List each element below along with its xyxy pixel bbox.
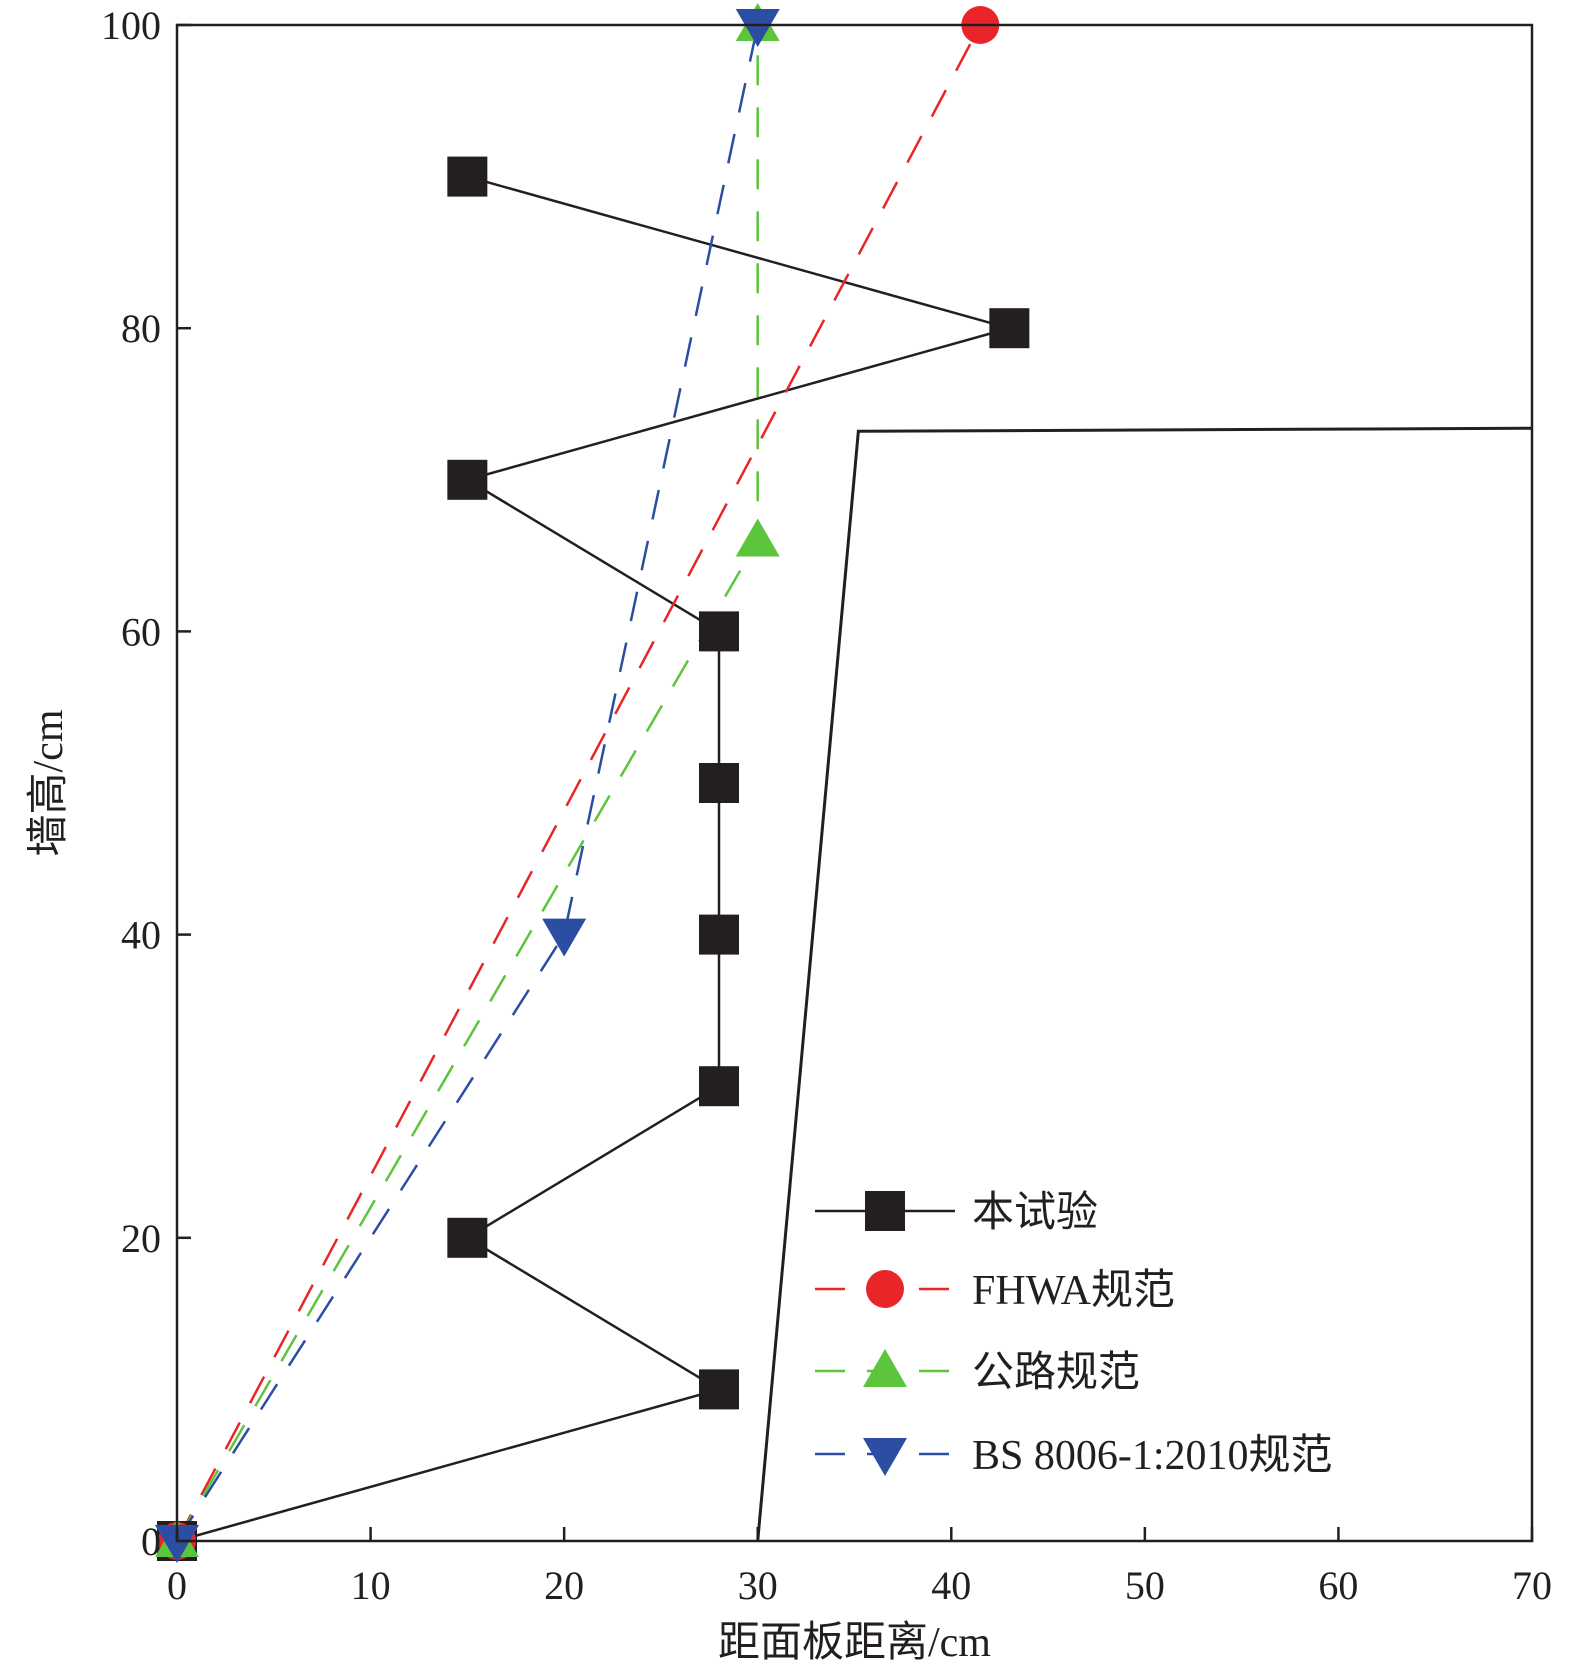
series-1-point <box>699 914 739 955</box>
y-tick-label: 60 <box>121 609 161 654</box>
y-tick-label: 0 <box>141 1519 161 1564</box>
series-1-point <box>699 1066 739 1107</box>
plot-frame <box>175 23 1534 1543</box>
series-lines-group <box>175 24 1014 1543</box>
boundary-line <box>756 426 1533 1542</box>
legend-label-4: BS 8006-1:2010规范 <box>972 1433 1333 1479</box>
x-tick-label: 30 <box>738 1563 778 1608</box>
x-tick-label: 0 <box>167 1563 187 1608</box>
series-1-point <box>699 763 739 803</box>
series-1-point <box>989 308 1030 349</box>
y-tick-label: 40 <box>121 913 161 958</box>
series-1-point <box>699 1369 739 1410</box>
y-tick-label: 20 <box>121 1216 161 1261</box>
series-4-point <box>735 9 780 47</box>
y-tick-label: 80 <box>121 306 161 351</box>
series-1-point <box>447 459 488 500</box>
x-tick-label: 50 <box>1125 1563 1165 1608</box>
x-tick-label: 10 <box>351 1563 391 1608</box>
series-1-line <box>176 175 1014 1543</box>
legend-marker-2 <box>866 1270 904 1308</box>
y-tick-label: 100 <box>101 3 161 48</box>
axis-ticks-group: 0 10 20 30 40 50 60 70 0 20 40 60 80 100 <box>101 3 1552 1608</box>
series-3-line <box>175 25 759 1542</box>
series-4-line <box>175 24 759 1542</box>
x-tick-label: 60 <box>1318 1563 1358 1608</box>
series-3-point <box>735 518 780 557</box>
boundary-line-group <box>756 426 1533 1542</box>
series-1-point <box>699 611 739 652</box>
x-tick-label: 40 <box>931 1563 971 1608</box>
series-4-point <box>542 918 587 957</box>
x-tick-label: 20 <box>544 1563 584 1608</box>
legend-marker-4 <box>863 1438 907 1476</box>
x-tick-label: 70 <box>1512 1563 1552 1608</box>
series-4-point <box>155 1525 199 1563</box>
y-axis-title: 墙高/cm <box>26 709 72 856</box>
legend-marker-1 <box>865 1191 905 1231</box>
series-markers-group <box>155 3 1030 1563</box>
legend-label-3: 公路规范 <box>972 1350 1140 1396</box>
legend-marker-3 <box>863 1349 907 1387</box>
x-axis-title: 距面板距离/cm <box>718 1619 991 1666</box>
legend-label-2: FHWA规范 <box>972 1268 1175 1314</box>
legend-label-1: 本试验 <box>972 1189 1098 1236</box>
series-1-point <box>447 156 488 197</box>
series-1-point <box>447 1217 488 1258</box>
series-2-line <box>175 24 982 1542</box>
